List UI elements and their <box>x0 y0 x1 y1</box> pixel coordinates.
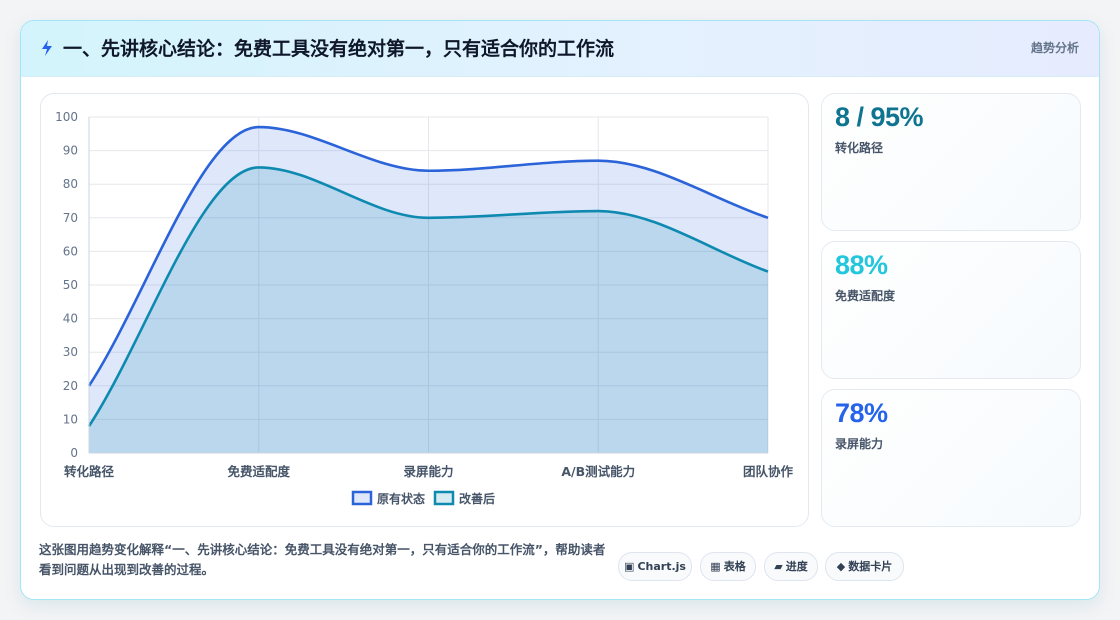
y-tick-label: 60 <box>63 244 78 258</box>
chip-table[interactable]: ▦ 表格 <box>700 552 756 581</box>
kpi-label: 转化路径 <box>835 141 884 155</box>
chip-progress[interactable]: ▰ 进度 <box>764 552 818 581</box>
progress-icon: ▰ <box>774 560 783 573</box>
y-tick-label: 70 <box>63 211 78 225</box>
y-tick-label: 0 <box>70 446 78 460</box>
y-tick-label: 80 <box>63 177 78 191</box>
x-tick-label: A/B测试能力 <box>561 464 635 479</box>
legend-swatch <box>351 490 373 506</box>
x-tick-label: 团队协作 <box>743 464 794 479</box>
data-point <box>766 269 771 274</box>
chip-chartjs[interactable]: ▣ Chart.js <box>618 552 692 581</box>
chart-panel: 0 10 20 30 40 50 60 70 80 90 100 转化路径 免费适配度 录屏能力 A/B测试… <box>40 93 809 527</box>
series-area-1 <box>89 127 768 453</box>
kpi-value: 88% <box>835 250 888 280</box>
legend-label: 原有状态 <box>377 491 425 506</box>
trend-area-chart: 0 10 20 30 40 50 60 70 80 90 100 转化路径 免费适配度 录屏能力 A/B测试… <box>55 110 794 506</box>
table-icon: ▦ <box>710 560 721 573</box>
series-area-2 <box>89 167 768 453</box>
chip-data-card[interactable]: ◆ 数据卡片 <box>825 552 904 581</box>
y-tick-label: 20 <box>63 379 78 393</box>
kpi-value: 78% <box>835 398 888 428</box>
card-icon: ◆ <box>836 560 846 573</box>
y-tick-label: 100 <box>55 110 78 124</box>
chart-icon: ▣ <box>624 560 635 573</box>
card-header: 一、先讲核心结论：免费工具没有绝对第一，只有适合你的工作流 趋势分析 <box>21 21 1099 77</box>
x-tick-label: 录屏能力 <box>403 464 453 479</box>
kpi-value: 8 / 95% <box>835 102 924 132</box>
chart-description: 这张图用趋势变化解释“一、先讲核心结论：免费工具没有绝对第一，只有适合你的工作流… <box>39 542 606 577</box>
series-line-1 <box>87 125 769 387</box>
legend-swatch <box>433 490 455 506</box>
x-tick-label: 转化路径 <box>64 464 115 479</box>
data-point <box>766 215 771 220</box>
chip-label: Chart.js <box>637 560 686 573</box>
kpi-label: 录屏能力 <box>835 437 884 451</box>
chip-label: 数据卡片 <box>848 560 893 573</box>
data-point <box>256 165 261 170</box>
y-tick-label: 10 <box>63 412 78 426</box>
y-tick-label: 30 <box>63 345 78 359</box>
y-tick-label: 90 <box>63 144 78 158</box>
y-tick-label: 50 <box>63 278 78 292</box>
data-point <box>426 215 431 220</box>
report-card: 一、先讲核心结论：免费工具没有绝对第一，只有适合你的工作流 趋势分析 0 10 20… <box>20 20 1100 600</box>
lightning-icon <box>42 40 52 56</box>
y-tick-label: 40 <box>63 312 78 326</box>
kpi-card: 8 / 95% 转化路径 <box>821 93 1081 231</box>
data-point <box>256 125 261 130</box>
data-point <box>596 209 601 214</box>
kpi-label: 免费适配度 <box>835 289 896 303</box>
legend-label: 改善后 <box>459 491 495 506</box>
kpi-card: 78% 录屏能力 <box>821 389 1081 527</box>
data-point <box>596 158 601 163</box>
x-tick-label: 免费适配度 <box>227 464 290 479</box>
header-tag: 趋势分析 <box>1030 41 1079 55</box>
data-point <box>426 168 431 173</box>
chip-label: 表格 <box>723 560 746 573</box>
page-title: 一、先讲核心结论：免费工具没有绝对第一，只有适合你的工作流 <box>63 38 615 60</box>
series-line-2 <box>87 166 769 427</box>
kpi-card: 88% 免费适配度 <box>821 241 1081 379</box>
chip-label: 进度 <box>785 560 808 573</box>
